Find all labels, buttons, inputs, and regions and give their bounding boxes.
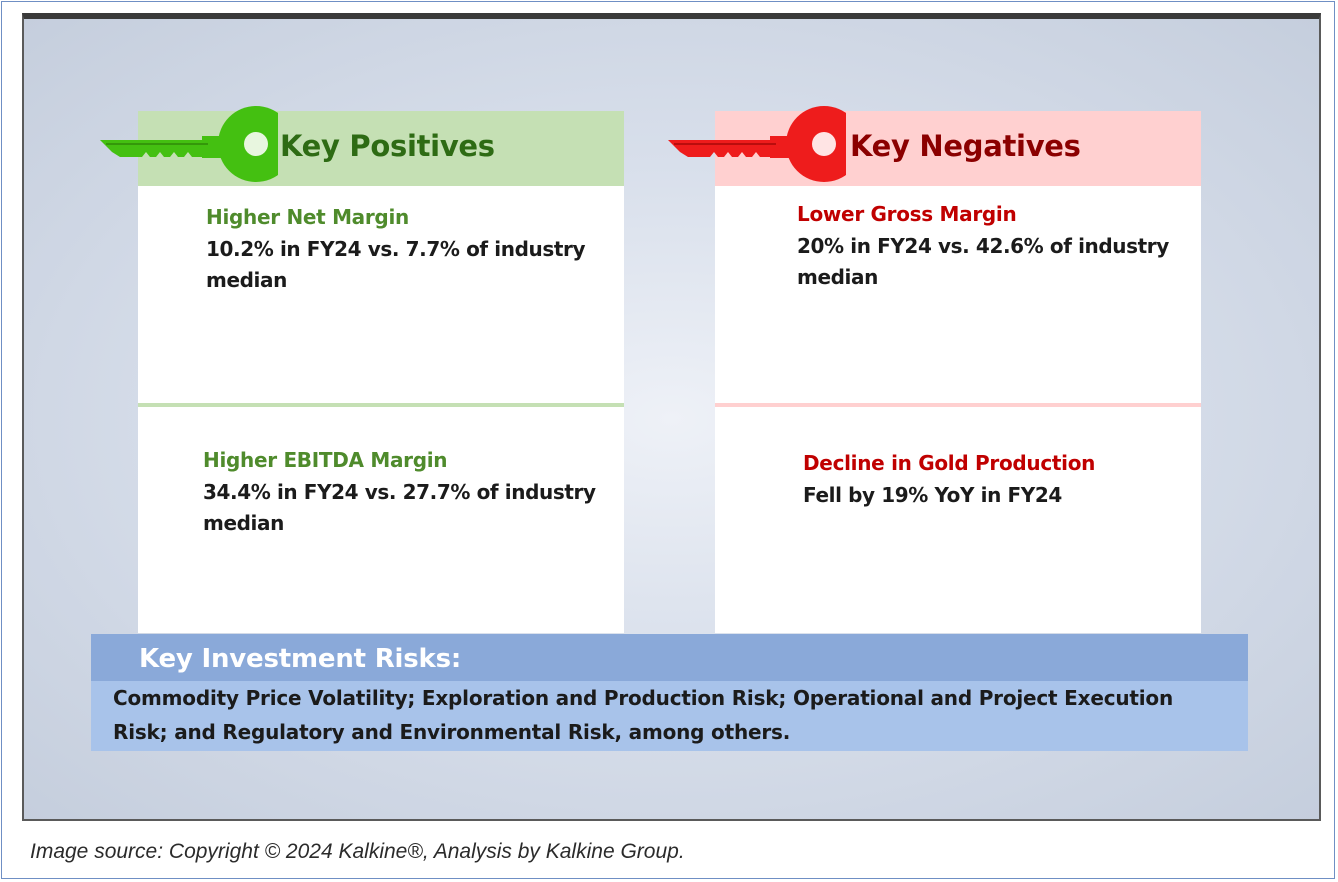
risks-title: Key Investment Risks: <box>139 644 462 674</box>
risks-header: Key Investment Risks: <box>91 634 1248 681</box>
risks-body: Commodity Price Volatility; Exploration … <box>91 681 1248 751</box>
negative-item-text-line: median <box>797 265 878 289</box>
negative-item-text-line: Fell by 19% YoY in FY24 <box>803 483 1062 507</box>
positive-item-text-line: 34.4% in FY24 vs. 27.7% of industry <box>203 480 596 504</box>
key-icon <box>100 106 278 182</box>
negative-item-title: Decline in Gold Production <box>803 451 1096 475</box>
positives-title: Key Positives <box>280 129 495 163</box>
risks-text-line: Risk; and Regulatory and Environmental R… <box>113 720 791 744</box>
positives-panel-top <box>138 186 624 404</box>
negatives-divider <box>715 403 1201 407</box>
negatives-panel-top <box>715 186 1201 404</box>
positive-item-text-line: 10.2% in FY24 vs. 7.7% of industry <box>206 237 586 261</box>
positive-item-text-line: median <box>206 268 287 292</box>
positives-panel-bottom <box>138 407 624 633</box>
negatives-title: Key Negatives <box>850 129 1081 163</box>
risks-text-line: Commodity Price Volatility; Exploration … <box>113 686 1173 710</box>
image-source-caption: Image source: Copyright © 2024 Kalkine®,… <box>30 840 685 863</box>
positive-item-title: Higher EBITDA Margin <box>203 448 448 472</box>
positive-item-text-line: median <box>203 511 284 535</box>
negative-item-text-line: 20% in FY24 vs. 42.6% of industry <box>797 234 1169 258</box>
positives-divider <box>138 403 624 407</box>
negative-item-title: Lower Gross Margin <box>797 202 1017 226</box>
negatives-panel-bottom <box>715 407 1201 633</box>
key-icon <box>668 106 846 182</box>
positive-item-title: Higher Net Margin <box>206 205 409 229</box>
